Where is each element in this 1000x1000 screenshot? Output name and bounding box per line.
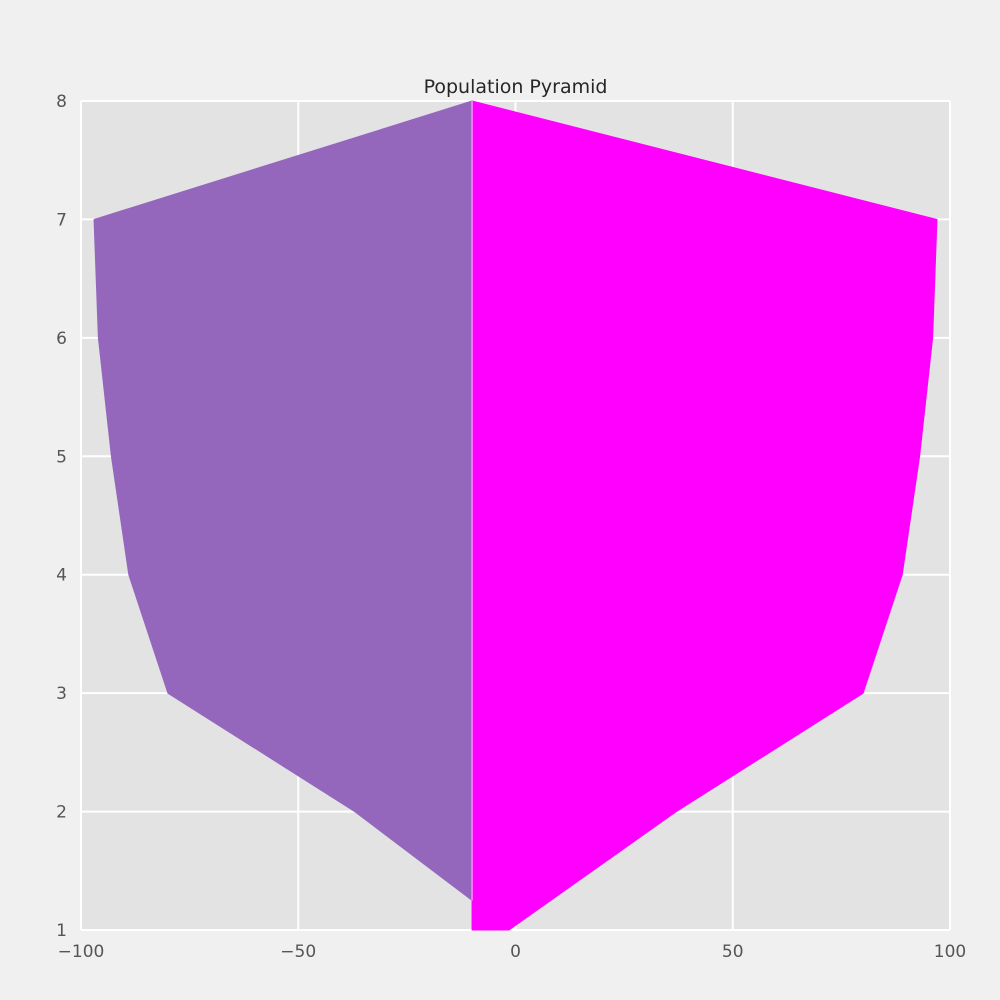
x-tick-label: 100 (934, 942, 966, 962)
series-areas (93, 100, 938, 931)
y-tick-label: 4 (56, 566, 67, 586)
y-tick-label: 1 (56, 921, 67, 941)
right-series-area (471, 100, 938, 931)
y-tick-label: 6 (56, 329, 67, 349)
y-tick-label: 7 (56, 210, 67, 230)
y-tick-label: 2 (56, 803, 67, 823)
y-tick-label: 3 (56, 684, 67, 704)
chart-title: Population Pyramid (424, 76, 608, 98)
x-tick-label: 50 (722, 942, 744, 962)
y-tick-label: 5 (56, 447, 67, 467)
x-tick-label: 0 (510, 942, 521, 962)
left-series-area (93, 100, 473, 901)
tick-labels: −100 −50 0 50 100 1 2 3 4 5 6 7 8 (56, 92, 966, 962)
x-tick-label: −50 (280, 942, 316, 962)
x-tick-label: −100 (58, 942, 105, 962)
y-tick-label: 8 (56, 92, 67, 112)
